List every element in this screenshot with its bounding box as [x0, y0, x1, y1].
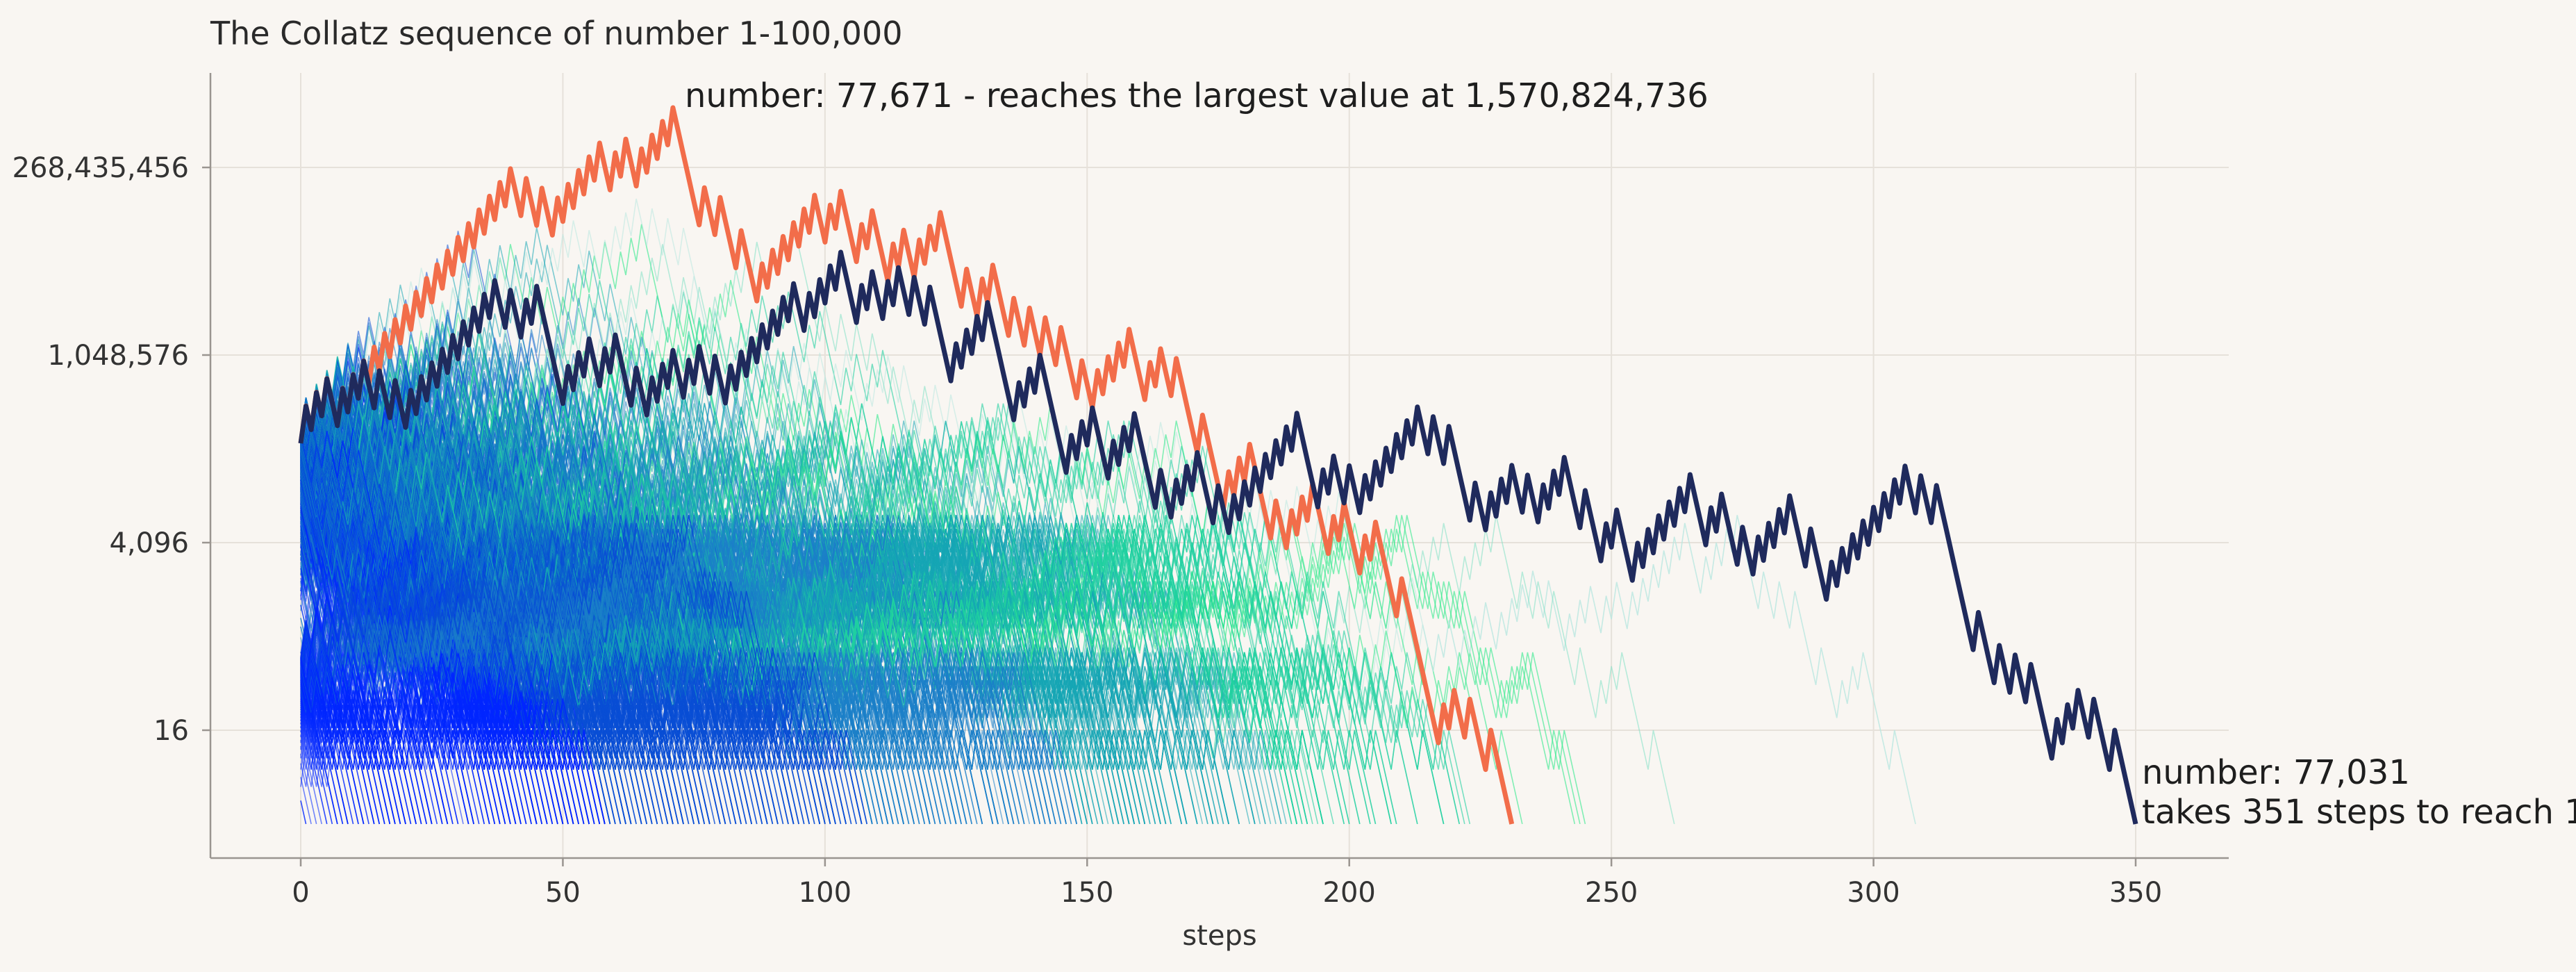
background-sequence-line [300, 515, 936, 825]
highlight-series [298, 105, 2138, 825]
annotation-longest-number: number: 77,031 [2142, 753, 2410, 792]
annotation-largest-value: number: 77,671 - reaches the largest val… [685, 76, 1709, 115]
series-longest-steps-line [298, 249, 2138, 825]
background-sequence-line [300, 753, 317, 825]
chart-title: The Collatz sequence of number 1-100,000 [210, 15, 902, 52]
x-tick-label: 250 [1585, 877, 1638, 909]
x-tick-label: 0 [292, 877, 309, 909]
background-sequence-line [300, 540, 542, 825]
axes [209, 73, 2229, 859]
annotation-longest-steps: takes 351 steps to reach 1 [2142, 793, 2576, 832]
x-tick-label: 300 [1847, 877, 1900, 909]
x-tick-label: 150 [1061, 877, 1113, 909]
background-sequence-line [300, 198, 1916, 825]
background-sequence-line [300, 515, 904, 825]
background-sequence-line [300, 515, 879, 825]
x-tick-label: 200 [1323, 877, 1376, 909]
x-axis-title: steps [1182, 920, 1256, 952]
background-sequence-line [300, 515, 784, 825]
background-sequence-line [300, 515, 758, 825]
x-tick-label: 50 [545, 877, 581, 909]
background-sequence-line [300, 777, 312, 825]
background-sequence-line [300, 515, 863, 825]
y-tick-label: 268,435,456 [13, 152, 189, 184]
background-sequence-line [300, 800, 307, 825]
background-sequence-line [300, 515, 663, 825]
y-tick-label: 4,096 [109, 527, 189, 559]
background-sequence-line [300, 730, 322, 825]
x-tick-label: 350 [2109, 877, 2162, 909]
background-sequence-line [300, 643, 380, 825]
x-tick-label: 100 [799, 877, 851, 909]
background-sequence-line [300, 515, 799, 825]
background-sequence-line [300, 606, 517, 825]
y-tick-label: 16 [153, 715, 189, 747]
background-sequence-line [300, 356, 1297, 825]
background-sequence-line [300, 515, 894, 825]
background-sequence-line [300, 427, 511, 825]
series-largest-value-line [298, 105, 1515, 825]
y-tick-label: 1,048,576 [47, 340, 189, 372]
background-sequence-line [300, 434, 647, 825]
background-sequences [300, 198, 1916, 825]
tick-labels: 0 50 100 150 200 250 300 350 16 4,096 1,048,576 268… [13, 152, 2163, 909]
background-sequence-line [300, 515, 774, 825]
